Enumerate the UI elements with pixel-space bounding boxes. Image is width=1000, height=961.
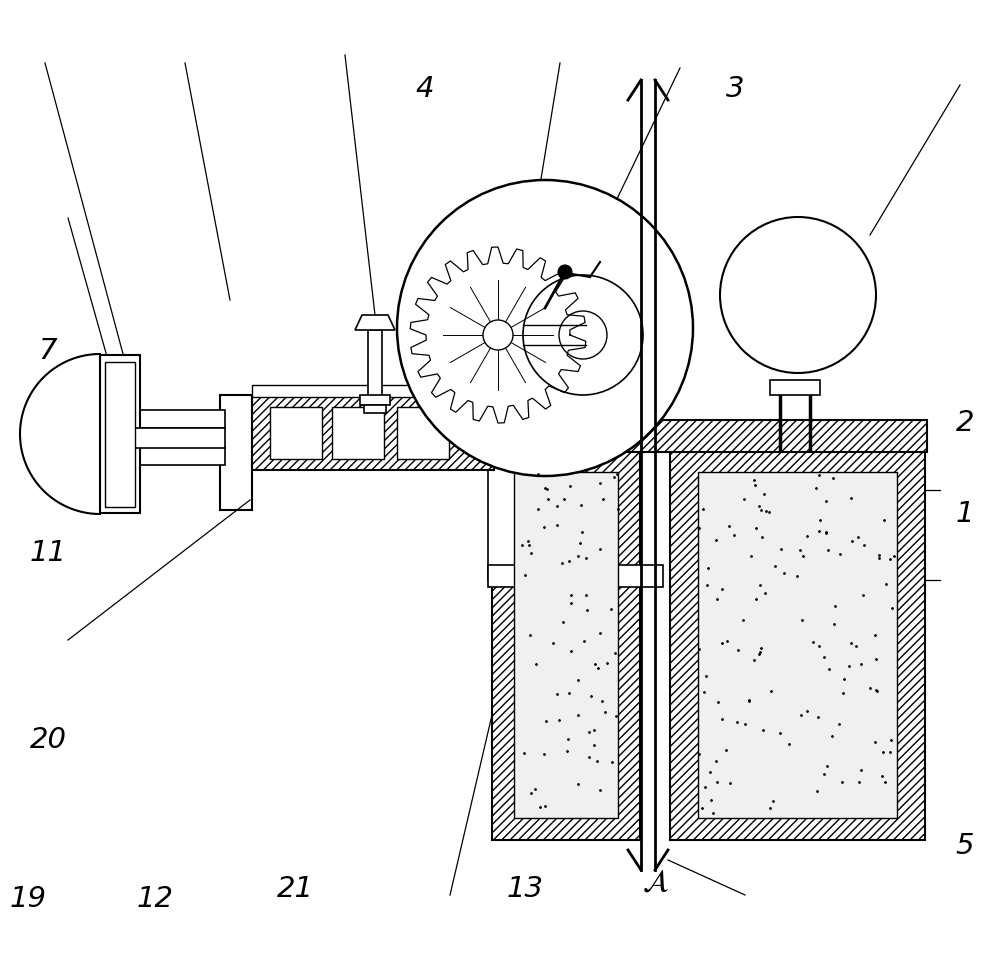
Text: 4: 4 <box>416 75 434 104</box>
Bar <box>515 455 555 570</box>
Text: 3: 3 <box>726 75 744 104</box>
Bar <box>488 565 663 587</box>
Bar <box>135 410 225 428</box>
Bar <box>514 472 618 818</box>
Bar <box>270 407 322 459</box>
Circle shape <box>523 275 643 395</box>
Text: 19: 19 <box>10 884 46 913</box>
Text: 5: 5 <box>956 831 974 860</box>
Bar <box>135 447 225 465</box>
Circle shape <box>558 265 572 279</box>
Bar <box>105 362 135 507</box>
Bar <box>252 395 494 470</box>
Polygon shape <box>355 315 395 330</box>
Circle shape <box>720 217 876 373</box>
Bar <box>332 407 384 459</box>
Text: 2: 2 <box>956 408 974 437</box>
Bar <box>364 405 386 413</box>
Bar <box>135 428 225 448</box>
Bar <box>252 385 494 397</box>
Polygon shape <box>410 247 586 423</box>
Bar <box>397 407 449 459</box>
Text: $\mathcal{A}$: $\mathcal{A}$ <box>642 867 668 898</box>
Circle shape <box>483 320 513 350</box>
Text: 13: 13 <box>507 875 544 903</box>
Bar <box>100 355 140 513</box>
Text: 7: 7 <box>39 336 57 365</box>
Text: 1: 1 <box>956 500 974 529</box>
Bar <box>670 450 925 840</box>
Text: 20: 20 <box>30 726 66 754</box>
Text: 11: 11 <box>30 538 66 567</box>
Bar <box>492 450 640 840</box>
Bar <box>360 395 390 405</box>
Polygon shape <box>20 354 100 514</box>
Circle shape <box>397 180 693 476</box>
Bar <box>770 380 820 395</box>
Text: 12: 12 <box>136 884 174 913</box>
Bar <box>368 330 382 398</box>
Text: 21: 21 <box>276 875 314 903</box>
Bar <box>698 472 897 818</box>
Bar <box>488 450 518 580</box>
Bar <box>492 420 927 452</box>
